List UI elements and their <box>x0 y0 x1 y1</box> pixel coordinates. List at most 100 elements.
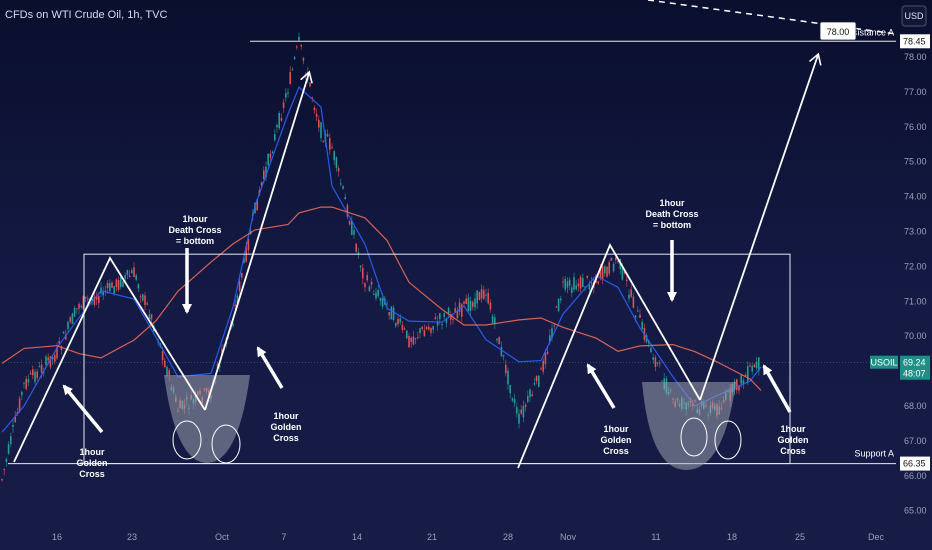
candle-body <box>502 354 505 357</box>
candle-body <box>584 286 586 288</box>
candle-body <box>661 380 663 382</box>
candle-body <box>241 272 243 278</box>
candle-body <box>14 416 16 422</box>
x-tick-label: 23 <box>127 532 137 542</box>
x-tick-label: 16 <box>52 532 62 542</box>
candle-body <box>491 316 494 323</box>
candle-body <box>758 357 760 372</box>
candle-body <box>62 331 65 334</box>
x-tick-label: 7 <box>281 532 286 542</box>
candle-body <box>458 302 461 312</box>
annotation-arrow <box>586 363 616 409</box>
candle-body <box>564 278 566 290</box>
candle-body <box>150 314 153 320</box>
candle-body <box>434 317 437 320</box>
candle-body <box>612 263 615 272</box>
ma-slow-line <box>1 206 762 391</box>
candle-body <box>221 349 223 355</box>
highlight-circle <box>680 417 708 457</box>
last-price-badge-bg <box>900 355 930 380</box>
candle-body <box>161 351 164 361</box>
candle-body <box>465 298 467 304</box>
x-tick-label: Oct <box>215 532 230 542</box>
candle-body <box>38 366 41 368</box>
projection-arrow <box>204 73 309 411</box>
symbol-label: USOIL <box>870 358 897 368</box>
candle-body <box>274 134 276 141</box>
candle-body <box>51 356 54 360</box>
candle-body <box>144 295 146 305</box>
candle-body <box>351 220 353 235</box>
candle-body <box>80 305 82 308</box>
candle-body <box>540 368 542 370</box>
candle-body <box>401 325 404 330</box>
currency-button[interactable] <box>901 5 927 27</box>
candle-body <box>243 258 245 263</box>
x-tick-label: 18 <box>727 532 737 542</box>
candle-body <box>375 292 377 299</box>
candle-body <box>111 282 113 288</box>
candle-body <box>346 205 349 217</box>
candle-body <box>164 360 166 368</box>
candle-body <box>529 389 531 397</box>
candle-body <box>432 325 434 330</box>
annotation-text: Golden <box>271 422 302 432</box>
candle-body <box>368 286 371 292</box>
candle-body <box>326 134 329 137</box>
candle-body <box>509 384 511 394</box>
candle-body <box>571 287 573 293</box>
annotation-text: = bottom <box>176 236 214 246</box>
candle-body <box>450 314 452 320</box>
candle-body <box>142 294 144 301</box>
candle-body <box>518 413 520 424</box>
y-tick-label: 75.00 <box>904 157 927 167</box>
candle-body <box>43 371 45 374</box>
target-label: 78.00 <box>827 27 850 37</box>
candle-body <box>535 375 538 382</box>
y-tick-label: 77.00 <box>904 87 927 97</box>
candle-body <box>362 267 364 279</box>
candle-body <box>287 92 289 94</box>
candle-body <box>452 319 454 321</box>
candle-body <box>1 479 3 481</box>
candle-body <box>652 357 654 360</box>
x-tick-label: 28 <box>503 532 513 542</box>
candle-body <box>566 281 569 288</box>
candle-body <box>335 157 338 169</box>
candle-body <box>318 119 320 128</box>
candle-body <box>386 303 388 305</box>
y-tick-label: 66.00 <box>904 471 927 481</box>
candle-body <box>659 362 661 364</box>
candle-body <box>135 275 137 280</box>
candle-body <box>749 365 751 367</box>
candle-body <box>639 314 641 318</box>
candle-body <box>56 347 58 359</box>
candle-body <box>256 199 258 211</box>
y-tick-label: 68.00 <box>904 401 927 411</box>
candle-body <box>546 351 549 354</box>
candle-body <box>615 257 617 261</box>
candle-body <box>403 328 406 330</box>
candle-body <box>148 314 151 320</box>
candle-body <box>553 325 555 327</box>
annotation-text: 1hour <box>659 198 684 208</box>
candle-body <box>373 293 375 295</box>
candle-body <box>531 394 533 397</box>
candle-body <box>472 301 474 307</box>
candle-body <box>379 298 382 301</box>
candle-body <box>5 459 8 462</box>
y-tick-label: 72.00 <box>904 261 927 271</box>
candle-body <box>500 346 503 357</box>
candle-body <box>293 57 296 59</box>
candle-body <box>632 296 635 308</box>
y-tick-label: 71.00 <box>904 296 927 306</box>
resistance-price-badge: 78.45 <box>903 36 926 46</box>
candle-body <box>313 107 316 111</box>
candle-body <box>93 296 96 305</box>
annotation-text: Death Cross <box>168 225 221 235</box>
candle-body <box>269 153 272 158</box>
resistance-label: Resistance A <box>841 27 894 37</box>
candle-body <box>76 308 78 310</box>
